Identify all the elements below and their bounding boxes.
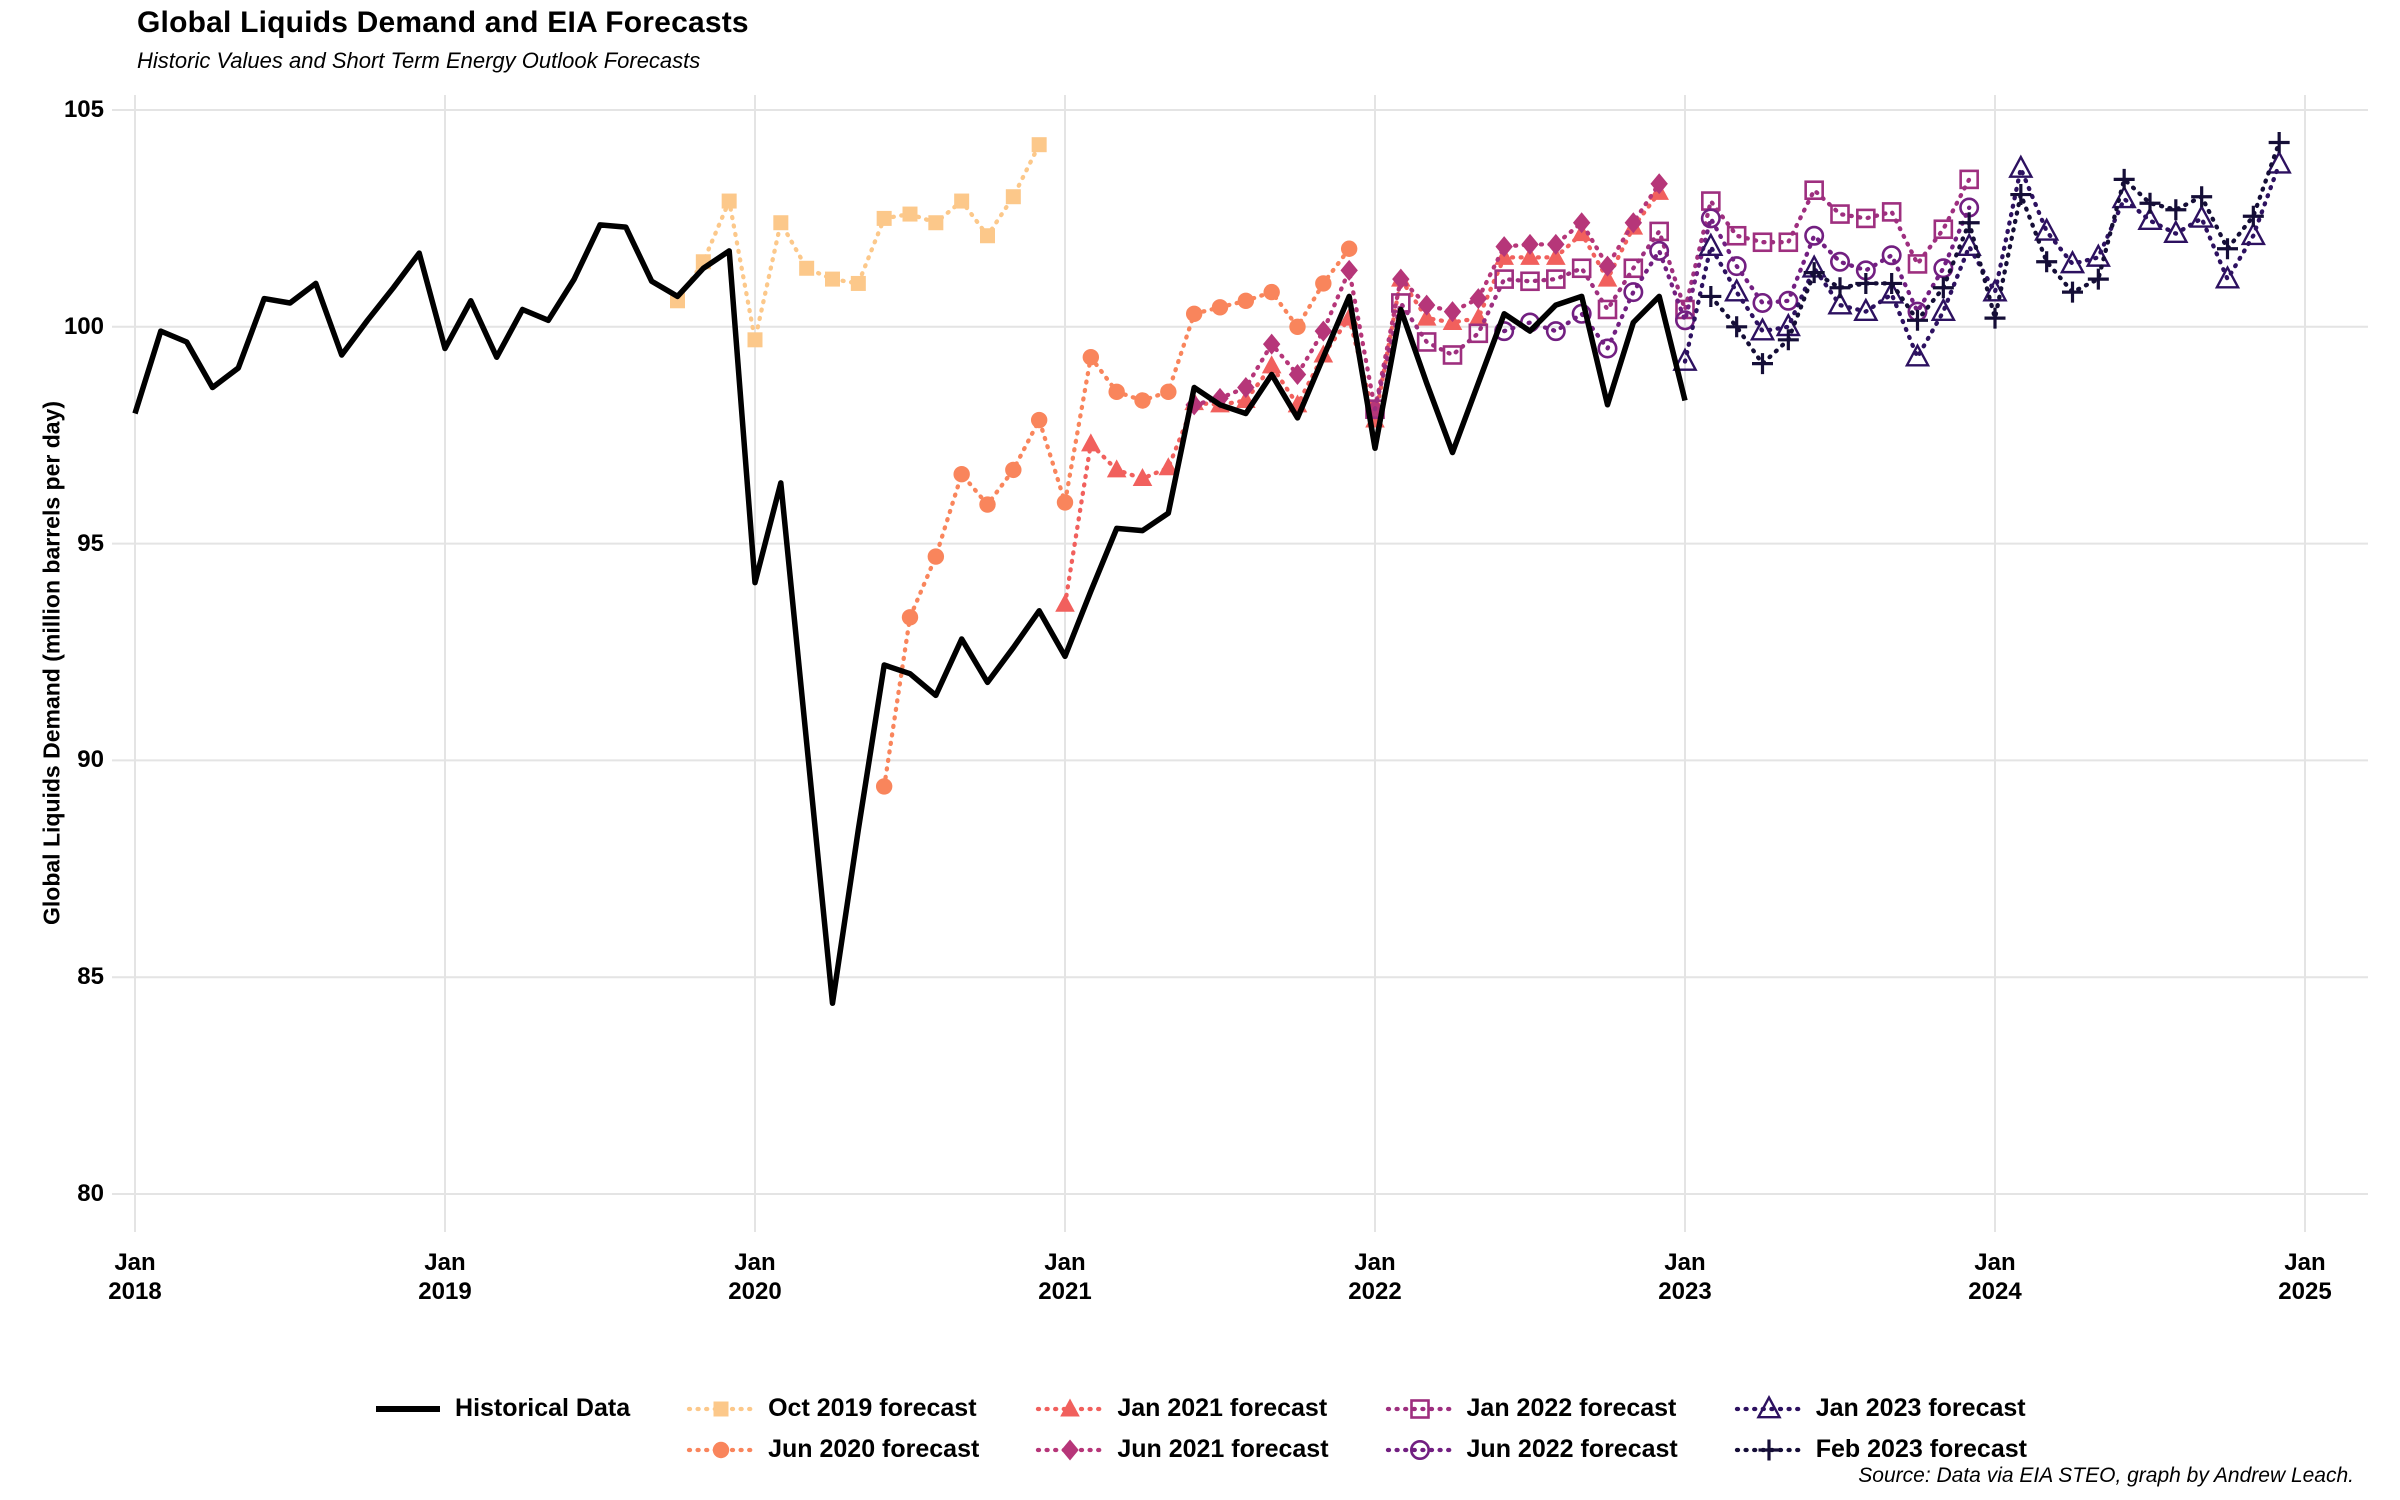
legend-item-feb-2023-forecast: Feb 2023 forecast xyxy=(1734,1431,2027,1468)
series-jun-2021-forecast xyxy=(1185,173,1668,420)
legend-label: Jun 2020 forecast xyxy=(768,1435,980,1463)
series-historical-data xyxy=(132,222,1688,1006)
series-oct-2019-forecast xyxy=(669,137,1047,348)
square-marker-swatch-icon xyxy=(686,1401,756,1416)
x-tick-label: Jan 2024 xyxy=(1968,1249,2022,1305)
legend-item-jun-2022-forecast: Jun 2022 forecast xyxy=(1385,1431,1678,1468)
y-tick-label: 90 xyxy=(77,746,104,774)
legend-label: Oct 2019 forecast xyxy=(768,1394,977,1422)
triangle-marker-swatch-icon xyxy=(1036,1398,1105,1416)
y-tick-label: 100 xyxy=(63,312,104,340)
page-title: Global Liquids Demand and EIA Forecasts xyxy=(137,6,749,39)
y-tick-label: 85 xyxy=(77,963,104,991)
series-feb-2023-forecast xyxy=(1700,132,2290,375)
solid-line-swatch-icon xyxy=(376,1405,441,1412)
x-tick-label: Jan 2021 xyxy=(1038,1249,1092,1305)
circle-marker-swatch-icon xyxy=(686,1441,756,1458)
legend-column: Jan 2021 forecast Jun 2021 forecast xyxy=(1035,1390,1329,1468)
legend-item-jan-2021-forecast: Jan 2021 forecast xyxy=(1035,1390,1328,1427)
legend-column: Historical Data xyxy=(373,1390,630,1427)
legend-item-jan-2023-forecast: Jan 2023 forecast xyxy=(1734,1390,2027,1427)
legend-item-jan-2022-forecast: Jan 2022 forecast xyxy=(1385,1390,1678,1427)
legend-label: Jun 2021 forecast xyxy=(1117,1435,1329,1463)
x-tick-label: Jan 2025 xyxy=(2278,1249,2332,1305)
x-tick-label: Jan 2018 xyxy=(108,1249,162,1305)
open-triangle-marker-swatch-icon xyxy=(1734,1394,1803,1418)
legend: Historical Data Oct 2019 forecast Jun 2020… xyxy=(0,1390,2400,1468)
legend-label: Jun 2022 forecast xyxy=(1466,1435,1678,1463)
series-jan-2023-forecast xyxy=(1672,150,2292,371)
x-tick-label: Jan 2019 xyxy=(418,1249,472,1305)
legend-column: Oct 2019 forecast Jun 2020 forecast xyxy=(686,1390,979,1468)
legend-item-jun-2021-forecast: Jun 2021 forecast xyxy=(1035,1431,1329,1468)
legend-item-historical-data: Historical Data xyxy=(373,1390,630,1427)
open-square-marker-swatch-icon xyxy=(1385,1398,1454,1419)
y-axis-title: Global Liquids Demand (million barrels p… xyxy=(38,401,65,925)
legend-column: Jan 2023 forecast Feb 2023 forecast xyxy=(1734,1390,2027,1468)
y-tick-label: 95 xyxy=(77,529,104,557)
plus-marker-swatch-icon xyxy=(1734,1439,1803,1460)
y-tick-label: 105 xyxy=(63,96,104,123)
legend-label: Jan 2022 forecast xyxy=(1466,1394,1677,1422)
legend-label: Jan 2021 forecast xyxy=(1117,1394,1328,1422)
legend-item-jun-2020-forecast: Jun 2020 forecast xyxy=(686,1431,979,1468)
legend-label: Jan 2023 forecast xyxy=(1815,1394,2026,1422)
legend-label: Feb 2023 forecast xyxy=(1815,1435,2027,1463)
x-tick-label: Jan 2020 xyxy=(728,1249,782,1305)
legend-column: Jan 2022 forecast Jun 2022 forecast xyxy=(1385,1390,1678,1468)
legend-item-oct-2019-forecast: Oct 2019 forecast xyxy=(686,1390,979,1427)
x-tick-label: Jan 2023 xyxy=(1658,1249,1712,1305)
diamond-marker-swatch-icon xyxy=(1036,1439,1105,1460)
series-jun-2020-forecast xyxy=(875,240,1358,795)
source-note: Source: Data via EIA STEO, graph by Andr… xyxy=(1858,1464,2354,1487)
x-tick-label: Jan 2022 xyxy=(1348,1249,1402,1305)
page-subtitle: Historic Values and Short Term Energy Ou… xyxy=(137,48,701,73)
legend-label: Historical Data xyxy=(455,1394,631,1422)
y-tick-label: 80 xyxy=(77,1180,104,1207)
open-circle-marker-swatch-icon xyxy=(1385,1439,1454,1460)
